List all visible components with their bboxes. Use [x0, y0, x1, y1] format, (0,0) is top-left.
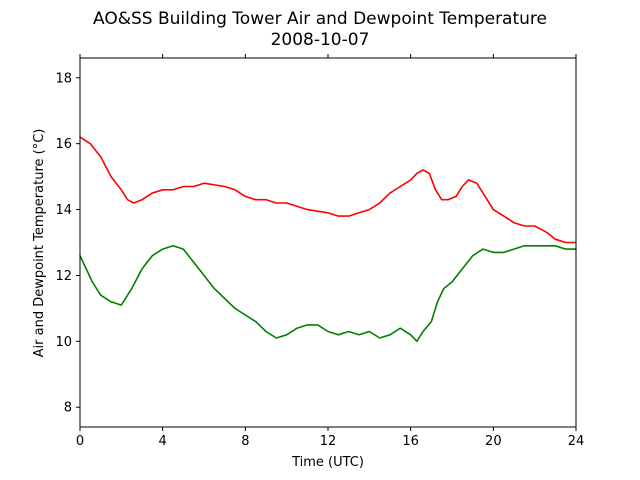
x-axis-label: Time (UTC)	[291, 455, 364, 470]
x-tick-label: 24	[568, 434, 585, 449]
y-tick-label: 12	[55, 269, 72, 284]
y-tick-label: 10	[55, 335, 72, 350]
y-tick-label: 14	[55, 203, 72, 218]
x-tick-label: 12	[320, 434, 337, 449]
x-tick-label: 0	[76, 434, 84, 449]
axis-ticks: 0 4 8 12 16 20 24 8 10 12 14 16 18	[55, 54, 584, 449]
chart-subtitle: 2008-10-07	[271, 30, 370, 50]
series-line-2	[79, 245, 577, 343]
y-tick-label: 8	[64, 401, 72, 416]
y-tick-label: 16	[55, 137, 72, 152]
series-line-1	[79, 136, 577, 244]
y-axis-label: Air and Dewpoint Temperature (°C)	[32, 129, 47, 358]
plot-lines	[79, 136, 577, 343]
plot-frame	[79, 57, 577, 428]
x-tick-label: 8	[241, 434, 249, 449]
x-tick-label: 16	[402, 434, 419, 449]
y-tick-label: 18	[55, 71, 72, 86]
chart-title: AO&SS Building Tower Air and Dewpoint Te…	[93, 9, 547, 29]
x-tick-label: 20	[485, 434, 502, 449]
x-tick-label: 4	[159, 434, 167, 449]
